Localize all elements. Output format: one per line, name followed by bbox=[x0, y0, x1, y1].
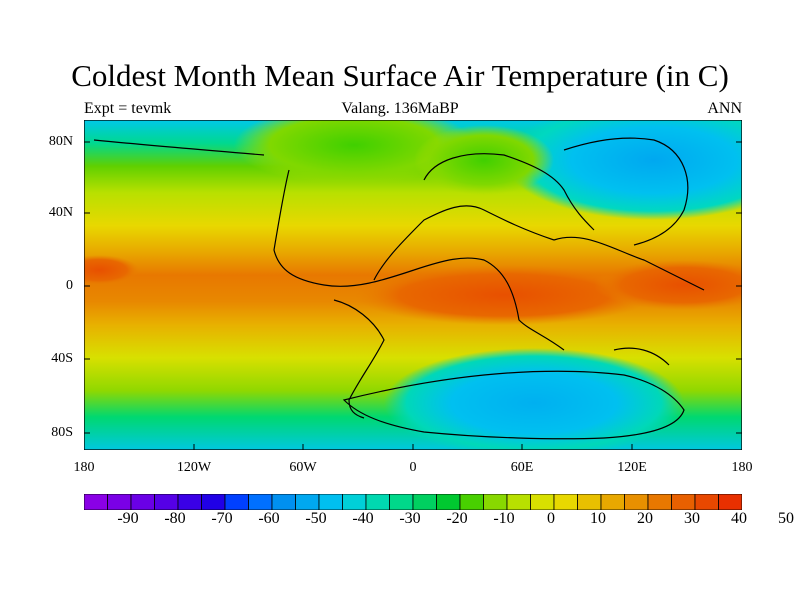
x-tick-label: 180 bbox=[73, 460, 95, 475]
colorbar-tick-label: 0 bbox=[547, 510, 555, 527]
coastline-south-america bbox=[333, 299, 385, 419]
colorbar-box bbox=[412, 494, 437, 510]
colorbar-tick-label: -10 bbox=[493, 510, 515, 527]
x-tick-label: 60W bbox=[289, 460, 317, 475]
coastline-eurasia-south bbox=[373, 205, 555, 281]
season-label: ANN bbox=[707, 100, 742, 117]
period-label: Valang. 136MaBP bbox=[341, 100, 459, 117]
northern-cool-region bbox=[234, 120, 474, 185]
colorbar-box bbox=[365, 494, 390, 510]
tropical-hot-region-3 bbox=[84, 255, 139, 285]
tropical-hot-region-2 bbox=[594, 260, 742, 310]
colorbar-tick-label: 30 bbox=[684, 510, 700, 527]
tropical-hot-region bbox=[354, 265, 654, 325]
colorbar-box bbox=[177, 494, 202, 510]
coastlines bbox=[93, 137, 705, 440]
coastline-africa bbox=[413, 257, 565, 351]
colorbar-box bbox=[624, 494, 649, 510]
colorbar-tick-label: -60 bbox=[258, 510, 280, 527]
y-tick-label: 40S bbox=[51, 351, 73, 366]
map-title: Coldest Month Mean Surface Air Temperatu… bbox=[71, 58, 729, 93]
colorbar-tick-label: 10 bbox=[590, 510, 606, 527]
colorbar-tick-label: 50 bbox=[778, 510, 794, 527]
x-tick-label: 60E bbox=[510, 460, 534, 475]
y-tick-label: 40N bbox=[48, 205, 73, 220]
colorbar-box bbox=[271, 494, 296, 510]
colorbar-tick-label: -20 bbox=[446, 510, 468, 527]
colorbar-tick-label: -50 bbox=[305, 510, 327, 527]
colorbar-box bbox=[389, 494, 414, 510]
colorbar-tick-label: -70 bbox=[211, 510, 233, 527]
colorbar-box bbox=[201, 494, 226, 510]
colorbar-box bbox=[671, 494, 696, 510]
colorbar-box bbox=[483, 494, 508, 510]
colorbar-box bbox=[694, 494, 719, 510]
colorbar bbox=[84, 494, 742, 510]
coastline-siberia bbox=[563, 137, 689, 246]
colorbar-box bbox=[107, 494, 132, 510]
coastline-antarctica bbox=[342, 370, 685, 440]
colorbar-box bbox=[600, 494, 625, 510]
experiment-label: Expt = tevmk bbox=[84, 100, 172, 117]
colorbar-box bbox=[318, 494, 343, 510]
coastline-australia bbox=[613, 347, 670, 366]
colorbar-box bbox=[459, 494, 484, 510]
colorbar-box bbox=[436, 494, 461, 510]
x-tick-label: 180 bbox=[731, 460, 753, 475]
colorbar-tick-label: 20 bbox=[637, 510, 653, 527]
coastline-america bbox=[273, 169, 415, 287]
colorbar-box bbox=[342, 494, 367, 510]
colorbar-box bbox=[718, 494, 742, 510]
x-tick-label: 0 bbox=[409, 460, 417, 475]
y-tick-label: 80S bbox=[51, 425, 73, 440]
colorbar-tick-label: -80 bbox=[164, 510, 186, 527]
colorbar-box bbox=[248, 494, 273, 510]
colorbar-box bbox=[295, 494, 320, 510]
colorbar-tick-label: 40 bbox=[731, 510, 747, 527]
colorbar-box bbox=[506, 494, 531, 510]
y-tick-label: 0 bbox=[66, 278, 73, 293]
colorbar-tick-label: -40 bbox=[352, 510, 374, 527]
colorbar-box bbox=[84, 494, 108, 510]
colorbar-box bbox=[224, 494, 249, 510]
colorbar-box bbox=[154, 494, 179, 510]
temperature-map bbox=[84, 120, 742, 450]
colorbar-box bbox=[647, 494, 672, 510]
x-tick-label: 120W bbox=[176, 460, 212, 475]
coastline-arctic bbox=[93, 139, 265, 156]
coastline-north bbox=[423, 153, 595, 231]
northern-cool-region-2 bbox=[414, 125, 554, 195]
colorbar-tick-label: -30 bbox=[399, 510, 421, 527]
y-tick-label: 80N bbox=[48, 134, 73, 149]
northern-cold-region bbox=[504, 120, 742, 220]
colorbar-box bbox=[553, 494, 578, 510]
map-ticks bbox=[84, 141, 742, 450]
coastline-tethys bbox=[553, 236, 705, 291]
colorbar-tick-label: -90 bbox=[117, 510, 139, 527]
colorbar-box bbox=[577, 494, 602, 510]
colorbar-box bbox=[530, 494, 555, 510]
x-tick-label: 120E bbox=[617, 460, 647, 475]
colorbar-box bbox=[130, 494, 155, 510]
